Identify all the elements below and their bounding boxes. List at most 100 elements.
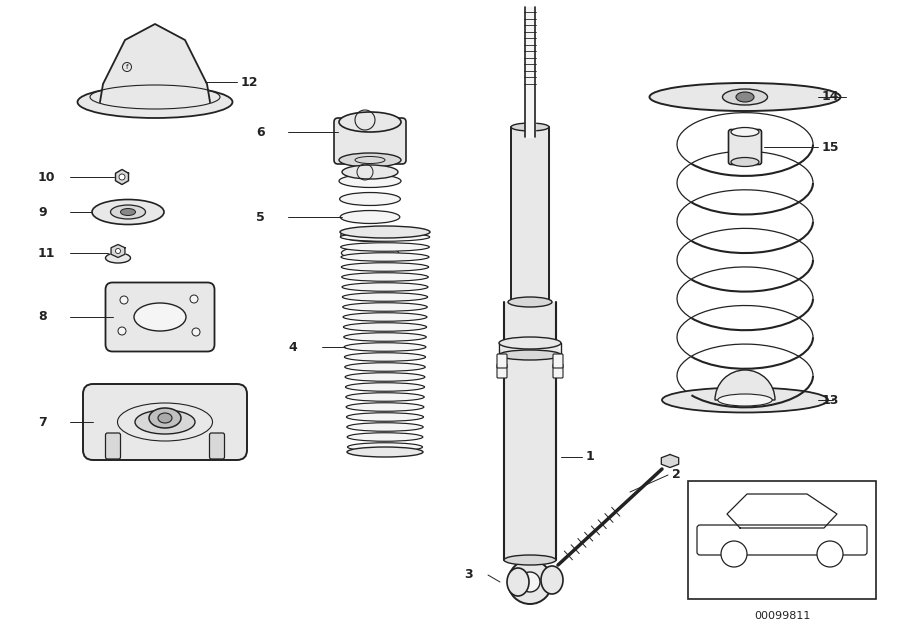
Ellipse shape (135, 410, 195, 434)
Ellipse shape (347, 447, 423, 457)
Text: 2: 2 (672, 468, 680, 482)
FancyBboxPatch shape (553, 354, 563, 368)
Text: 6: 6 (256, 125, 265, 138)
Text: f: f (126, 64, 129, 70)
Ellipse shape (723, 89, 768, 105)
Circle shape (817, 541, 843, 567)
Ellipse shape (339, 153, 401, 167)
Text: 14: 14 (822, 90, 840, 103)
Ellipse shape (344, 333, 427, 341)
Ellipse shape (499, 337, 561, 349)
Ellipse shape (345, 353, 426, 361)
Ellipse shape (105, 253, 130, 263)
Circle shape (520, 572, 540, 592)
Ellipse shape (343, 303, 427, 311)
FancyBboxPatch shape (105, 433, 121, 459)
Text: 9: 9 (38, 206, 47, 218)
Ellipse shape (158, 413, 172, 423)
Ellipse shape (340, 233, 429, 241)
Ellipse shape (499, 350, 561, 360)
FancyBboxPatch shape (697, 525, 867, 555)
Text: 7: 7 (38, 415, 47, 429)
Ellipse shape (340, 226, 430, 238)
Text: 4: 4 (288, 341, 297, 354)
Polygon shape (727, 494, 837, 528)
FancyBboxPatch shape (553, 364, 563, 378)
Ellipse shape (346, 393, 424, 401)
Ellipse shape (342, 293, 428, 301)
Ellipse shape (541, 566, 563, 594)
Polygon shape (499, 343, 561, 355)
Ellipse shape (504, 555, 556, 565)
Text: 12: 12 (241, 76, 258, 89)
FancyBboxPatch shape (497, 354, 507, 368)
Circle shape (721, 541, 747, 567)
Ellipse shape (149, 408, 181, 428)
Ellipse shape (344, 323, 427, 331)
Polygon shape (100, 24, 210, 102)
Ellipse shape (339, 112, 401, 132)
Ellipse shape (508, 297, 552, 307)
Ellipse shape (341, 262, 428, 271)
Ellipse shape (511, 123, 549, 131)
Text: 13: 13 (822, 394, 840, 406)
Circle shape (120, 296, 128, 304)
Text: 11: 11 (38, 247, 56, 259)
Circle shape (190, 295, 198, 303)
Text: 1: 1 (586, 450, 595, 464)
Ellipse shape (718, 394, 772, 406)
Text: 3: 3 (464, 568, 473, 582)
Ellipse shape (111, 205, 146, 219)
Ellipse shape (343, 313, 427, 321)
Text: 8: 8 (38, 310, 47, 324)
Circle shape (119, 174, 125, 180)
Ellipse shape (731, 157, 759, 166)
FancyBboxPatch shape (83, 384, 247, 460)
Circle shape (118, 327, 126, 335)
Ellipse shape (344, 343, 426, 351)
Ellipse shape (341, 229, 400, 241)
FancyBboxPatch shape (728, 129, 761, 164)
Ellipse shape (341, 247, 399, 259)
FancyBboxPatch shape (688, 481, 876, 599)
Text: 00099811: 00099811 (754, 611, 810, 621)
Ellipse shape (345, 362, 425, 371)
Ellipse shape (121, 208, 136, 215)
Text: 10: 10 (38, 171, 56, 183)
Polygon shape (662, 455, 679, 468)
Text: 15: 15 (822, 141, 840, 154)
Ellipse shape (731, 127, 759, 136)
Ellipse shape (339, 192, 400, 206)
Ellipse shape (650, 83, 841, 111)
Ellipse shape (340, 210, 400, 224)
Ellipse shape (507, 568, 529, 596)
Ellipse shape (736, 92, 754, 102)
Polygon shape (511, 127, 549, 302)
Polygon shape (115, 169, 129, 185)
Polygon shape (504, 302, 556, 560)
Ellipse shape (342, 165, 398, 179)
Ellipse shape (134, 303, 186, 331)
Wedge shape (715, 370, 775, 400)
Text: 5: 5 (256, 210, 265, 224)
Ellipse shape (346, 383, 425, 391)
Ellipse shape (346, 403, 424, 412)
Circle shape (115, 248, 121, 254)
Ellipse shape (92, 199, 164, 224)
Ellipse shape (345, 373, 425, 382)
Ellipse shape (342, 273, 428, 282)
FancyBboxPatch shape (210, 433, 224, 459)
Circle shape (508, 560, 552, 604)
Polygon shape (111, 245, 125, 257)
Ellipse shape (347, 443, 422, 451)
Ellipse shape (662, 387, 828, 413)
Ellipse shape (341, 253, 429, 261)
Ellipse shape (339, 175, 401, 187)
Ellipse shape (347, 433, 423, 441)
Ellipse shape (342, 283, 428, 291)
Ellipse shape (341, 243, 429, 251)
FancyBboxPatch shape (334, 118, 406, 164)
Ellipse shape (346, 413, 424, 421)
FancyBboxPatch shape (105, 282, 214, 352)
Polygon shape (525, 7, 535, 137)
